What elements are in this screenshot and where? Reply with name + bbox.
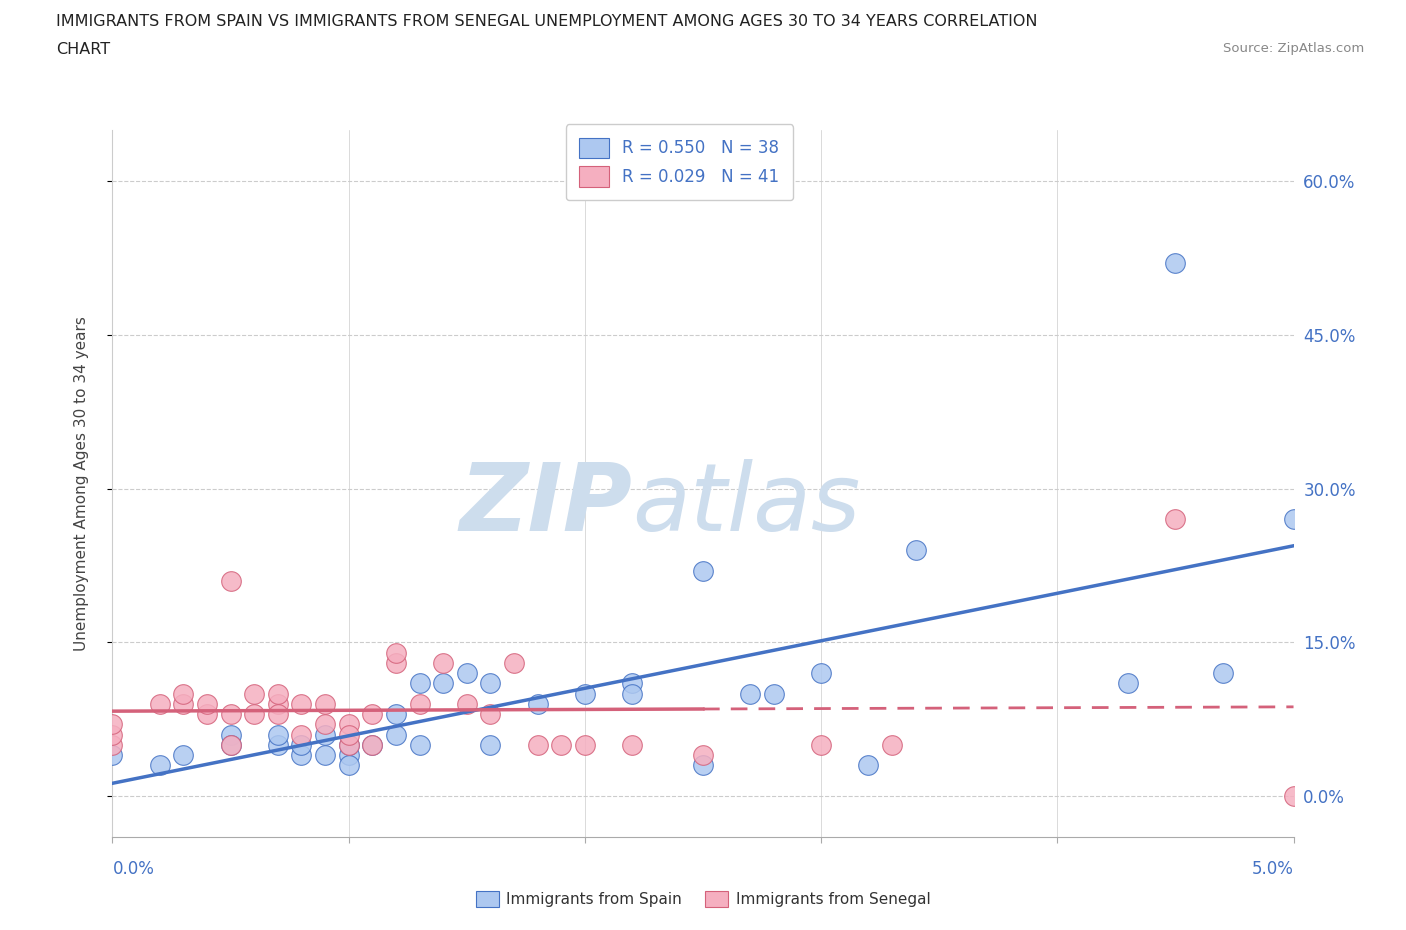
- Point: [337, 758, 360, 773]
- Text: Source: ZipAtlas.com: Source: ZipAtlas.com: [1223, 42, 1364, 55]
- Point: [692, 758, 714, 773]
- Legend: Immigrants from Spain, Immigrants from Senegal: Immigrants from Spain, Immigrants from S…: [470, 884, 936, 913]
- Point: [101, 717, 124, 732]
- Point: [385, 727, 408, 742]
- Point: [621, 686, 644, 701]
- Point: [1116, 676, 1139, 691]
- Point: [172, 686, 194, 701]
- Point: [692, 564, 714, 578]
- Point: [574, 737, 596, 752]
- Point: [692, 748, 714, 763]
- Point: [314, 697, 336, 711]
- Text: 0.0%: 0.0%: [112, 860, 155, 878]
- Point: [219, 737, 242, 752]
- Point: [101, 748, 124, 763]
- Point: [810, 737, 832, 752]
- Point: [408, 697, 430, 711]
- Point: [172, 697, 194, 711]
- Point: [621, 737, 644, 752]
- Point: [479, 737, 502, 752]
- Point: [621, 676, 644, 691]
- Point: [337, 727, 360, 742]
- Point: [290, 697, 312, 711]
- Point: [479, 676, 502, 691]
- Point: [243, 707, 266, 722]
- Point: [219, 727, 242, 742]
- Point: [1164, 512, 1187, 527]
- Point: [503, 656, 526, 671]
- Point: [858, 758, 880, 773]
- Point: [361, 737, 384, 752]
- Legend: R = 0.550   N = 38, R = 0.029   N = 41: R = 0.550 N = 38, R = 0.029 N = 41: [565, 125, 793, 200]
- Point: [172, 748, 194, 763]
- Point: [337, 737, 360, 752]
- Point: [810, 666, 832, 681]
- Point: [550, 737, 572, 752]
- Point: [361, 707, 384, 722]
- Point: [267, 686, 290, 701]
- Text: ZIP: ZIP: [460, 458, 633, 551]
- Point: [408, 676, 430, 691]
- Point: [290, 748, 312, 763]
- Y-axis label: Unemployment Among Ages 30 to 34 years: Unemployment Among Ages 30 to 34 years: [75, 316, 89, 651]
- Point: [267, 707, 290, 722]
- Point: [267, 697, 290, 711]
- Point: [479, 707, 502, 722]
- Point: [243, 686, 266, 701]
- Point: [337, 748, 360, 763]
- Point: [101, 727, 124, 742]
- Text: IMMIGRANTS FROM SPAIN VS IMMIGRANTS FROM SENEGAL UNEMPLOYMENT AMONG AGES 30 TO 3: IMMIGRANTS FROM SPAIN VS IMMIGRANTS FROM…: [56, 14, 1038, 29]
- Point: [337, 717, 360, 732]
- Point: [149, 697, 172, 711]
- Point: [314, 717, 336, 732]
- Point: [904, 543, 927, 558]
- Point: [195, 707, 218, 722]
- Point: [290, 737, 312, 752]
- Point: [1212, 666, 1234, 681]
- Point: [432, 676, 454, 691]
- Point: [574, 686, 596, 701]
- Point: [526, 737, 548, 752]
- Point: [290, 727, 312, 742]
- Point: [456, 666, 478, 681]
- Point: [361, 737, 384, 752]
- Point: [880, 737, 903, 752]
- Point: [456, 697, 478, 711]
- Point: [432, 656, 454, 671]
- Point: [385, 656, 408, 671]
- Point: [101, 737, 124, 752]
- Point: [1282, 512, 1305, 527]
- Point: [385, 707, 408, 722]
- Point: [314, 748, 336, 763]
- Point: [267, 727, 290, 742]
- Point: [762, 686, 785, 701]
- Point: [195, 697, 218, 711]
- Point: [219, 574, 242, 589]
- Point: [385, 645, 408, 660]
- Text: atlas: atlas: [633, 459, 860, 551]
- Point: [149, 758, 172, 773]
- Point: [1282, 789, 1305, 804]
- Point: [1164, 256, 1187, 271]
- Point: [740, 686, 762, 701]
- Text: CHART: CHART: [56, 42, 110, 57]
- Point: [526, 697, 548, 711]
- Point: [314, 727, 336, 742]
- Point: [267, 737, 290, 752]
- Text: 5.0%: 5.0%: [1251, 860, 1294, 878]
- Point: [337, 737, 360, 752]
- Point: [219, 707, 242, 722]
- Point: [408, 737, 430, 752]
- Point: [219, 737, 242, 752]
